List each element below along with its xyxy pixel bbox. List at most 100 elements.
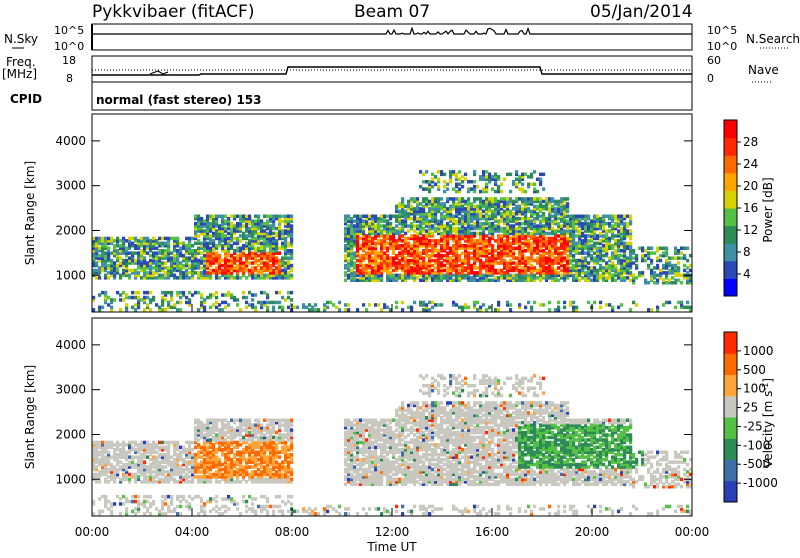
power-cell (560, 269, 563, 273)
power-cell (551, 205, 554, 209)
power-cell (569, 215, 572, 219)
velocity-cell (146, 465, 149, 469)
power-panel-frame (92, 114, 692, 312)
power-cell (239, 239, 242, 243)
power-cell (500, 183, 503, 187)
power-cell (239, 276, 242, 280)
power-cell (428, 200, 431, 204)
power-cell (209, 222, 212, 226)
power-cell (680, 281, 683, 285)
power-cell (563, 301, 566, 305)
power-cell (521, 197, 524, 201)
velocity-cell (200, 455, 203, 459)
power-cell (461, 244, 464, 248)
power-cell (272, 301, 275, 305)
station-title: Pykkvibaer (fitACF) (92, 2, 254, 22)
velocity-cell (182, 458, 185, 462)
velocity-cell (221, 473, 224, 477)
power-cell (482, 200, 485, 204)
power-cell (386, 219, 389, 223)
power-cell (413, 224, 416, 228)
power-cell (182, 264, 185, 268)
power-cell (671, 256, 674, 260)
velocity-cell (182, 475, 185, 479)
power-cell (527, 175, 530, 179)
power-cell (251, 266, 254, 270)
power-cell (215, 296, 218, 300)
power-cell (452, 244, 455, 248)
power-cell (401, 244, 404, 248)
power-cell (455, 190, 458, 194)
power-cell (452, 234, 455, 238)
power-cell (455, 202, 458, 206)
power-cell (566, 215, 569, 219)
power-cell (560, 251, 563, 255)
power-cell (563, 229, 566, 233)
freq-tick-top: 18 (62, 54, 76, 67)
power-cell (107, 271, 110, 275)
power-cell (236, 303, 239, 307)
power-cell (110, 237, 113, 241)
power-cell (107, 264, 110, 268)
power-cell (266, 274, 269, 278)
power-cell (425, 170, 428, 174)
power-cell (167, 301, 170, 305)
power-cell (434, 197, 437, 201)
power-cell (164, 271, 167, 275)
velocity-cell (152, 455, 155, 459)
power-cell (635, 303, 638, 307)
power-cell (323, 303, 326, 307)
power-cell (383, 215, 386, 219)
power-cell (233, 276, 236, 280)
power-cell (404, 237, 407, 241)
power-cell (533, 247, 536, 251)
power-cell (278, 291, 281, 295)
power-cell (203, 306, 206, 310)
velocity-cell (161, 495, 164, 499)
power-cell (527, 232, 530, 236)
velocity-cell (95, 465, 98, 469)
power-cell (116, 249, 119, 253)
power-cell (467, 187, 470, 191)
power-cell (662, 251, 665, 255)
power-cell (269, 215, 272, 219)
power-cell (533, 217, 536, 221)
power-cell (200, 271, 203, 275)
power-cell (494, 224, 497, 228)
power-cell (497, 200, 500, 204)
power-cell (590, 244, 593, 248)
velocity-cell (110, 510, 113, 513)
power-cell (617, 229, 620, 233)
freq-trace (92, 67, 692, 75)
power-cell (251, 219, 254, 223)
power-cell (470, 256, 473, 260)
power-cell (281, 256, 284, 260)
power-cell (563, 197, 566, 201)
power-cell (611, 306, 614, 310)
power-cell (656, 306, 659, 310)
power-cell (329, 301, 332, 305)
power-cell (521, 266, 524, 270)
power-cell (614, 249, 617, 253)
power-cell (203, 254, 206, 258)
power-cell (137, 271, 140, 275)
power-cell (407, 242, 410, 246)
power-cell (608, 237, 611, 241)
power-cell (593, 251, 596, 255)
power-cell (401, 301, 404, 305)
velocity-cell (218, 428, 221, 432)
velocity-cell (143, 441, 146, 445)
power-cell (272, 215, 275, 219)
power-cell (464, 200, 467, 204)
power-cell (197, 291, 200, 295)
power-cell (425, 197, 428, 201)
power-cell (194, 222, 197, 226)
power-cell (164, 249, 167, 253)
power-cell (380, 308, 383, 312)
power-cell (287, 215, 290, 219)
velocity-cell (221, 497, 224, 501)
power-cell (605, 215, 608, 219)
power-cell (119, 274, 122, 278)
power-cell (626, 222, 629, 226)
power-cell (422, 187, 425, 191)
